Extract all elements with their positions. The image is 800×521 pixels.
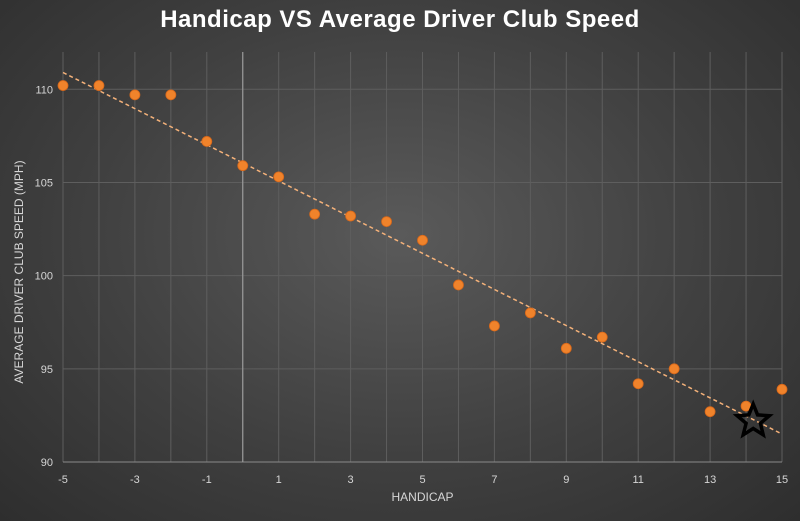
data-point [237,160,249,172]
x-tick-label: 9 [563,474,569,486]
data-point [381,216,392,227]
data-point [57,80,69,91]
highlight-star-marker [732,399,774,439]
data-point [273,171,285,183]
data-point [488,320,500,332]
gridlines [62,52,783,463]
x-tick-label: 5 [419,474,425,486]
y-tick-label: 110 [35,84,53,96]
x-tick-label: 11 [632,474,643,486]
x-tick-label: 7 [491,474,497,486]
data-points [57,80,788,418]
data-point [417,234,428,246]
y-axis-title: AVERAGE DRIVER CLUB SPEED (MPH) [12,160,26,383]
highlight-group [732,399,774,439]
chart-title: Handicap VS Average Driver Club Speed [160,6,640,33]
x-tick-labels: -5 -3 -1 1 3 5 7 9 11 13 15 [58,474,788,486]
data-point [596,331,608,343]
y-tick-label: 90 [41,457,53,469]
data-point [345,210,357,222]
x-tick-label: 15 [776,474,788,486]
x-tick-label: -3 [130,474,140,486]
trendline [62,71,783,435]
x-tick-label: -1 [202,474,212,486]
data-point [93,80,105,91]
x-tick-label: -5 [58,474,68,486]
data-point [201,136,213,147]
data-point [776,383,788,395]
data-point [668,363,680,375]
data-point [524,307,536,319]
data-point [453,279,464,291]
data-point [129,89,141,101]
x-axis-title: HANDICAP [391,490,453,504]
data-point [560,342,572,354]
y-tick-labels: 90 95 100 105 110 [35,84,53,469]
trendline-group [62,71,783,435]
y-tick-label: 100 [35,271,53,283]
data-point [165,89,177,101]
x-tick-label: 3 [348,474,354,486]
y-tick-label: 95 [41,364,53,376]
x-tick-label: 13 [704,474,716,486]
data-point [704,406,716,418]
data-point [632,378,644,390]
x-tick-label: 1 [276,474,282,486]
y-tick-label: 105 [35,177,53,189]
data-point [309,208,321,220]
